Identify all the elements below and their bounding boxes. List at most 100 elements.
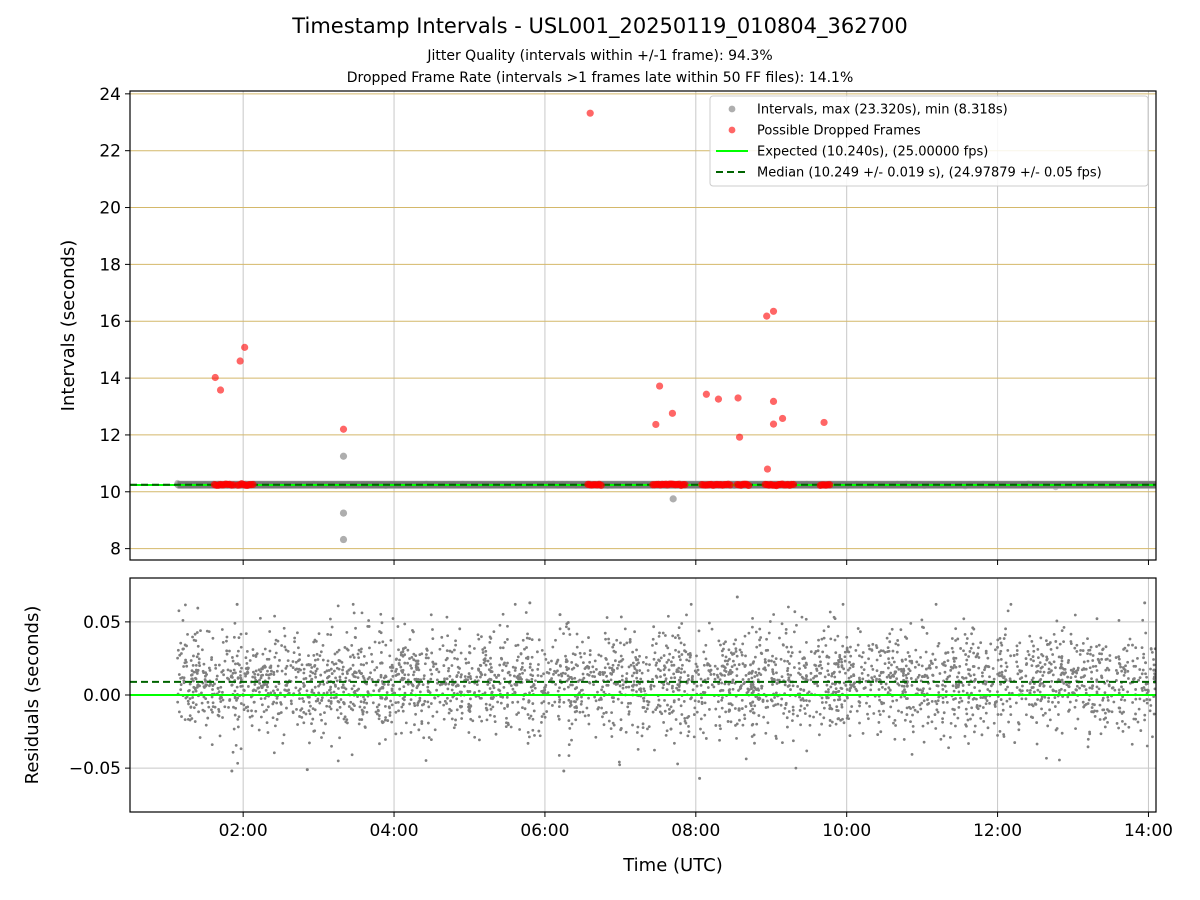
residual-point	[992, 677, 996, 681]
residual-point	[986, 726, 990, 730]
residual-point	[1093, 715, 1097, 718]
residual-point	[444, 682, 448, 686]
residual-point	[846, 696, 849, 700]
residual-point	[671, 656, 675, 659]
residual-point	[557, 673, 561, 677]
residual-point	[219, 700, 223, 703]
residual-point	[1122, 710, 1125, 714]
residual-point	[394, 710, 398, 714]
residual-point	[197, 657, 201, 661]
residual-point	[667, 682, 671, 686]
residual-point	[191, 663, 195, 667]
residual-point	[1108, 654, 1112, 657]
residual-point	[635, 683, 638, 687]
residual-point	[312, 654, 316, 657]
residual-point	[1141, 618, 1145, 622]
residual-point	[280, 644, 284, 647]
residual-point	[489, 666, 493, 669]
residual-point	[751, 711, 755, 715]
residual-point	[1126, 690, 1130, 694]
residual-point	[284, 648, 288, 652]
residual-point	[531, 717, 535, 721]
residual-point	[329, 696, 333, 700]
residual-point	[1073, 646, 1077, 650]
residual-outlier-point	[235, 602, 239, 606]
residual-point	[453, 656, 457, 660]
residual-point	[570, 677, 574, 681]
residual-point	[389, 699, 393, 703]
residual-point	[434, 662, 438, 666]
residual-point	[503, 707, 506, 710]
residual-point	[1103, 725, 1107, 729]
dropped-frame-point	[339, 425, 348, 433]
residual-point	[747, 631, 751, 635]
residual-point	[581, 710, 585, 714]
residual-point	[412, 670, 416, 674]
residual-point	[490, 690, 494, 694]
residual-point	[226, 668, 230, 672]
residual-point	[687, 715, 691, 718]
residual-point	[758, 643, 762, 647]
residual-point	[998, 636, 1002, 640]
residual-point	[683, 717, 687, 720]
residual-point	[196, 644, 200, 648]
residual-point	[956, 716, 960, 720]
residual-point	[995, 700, 998, 703]
residual-point	[944, 651, 948, 655]
residual-point	[1131, 659, 1135, 663]
residual-point	[688, 655, 692, 659]
residual-point	[276, 712, 280, 716]
residual-point	[370, 678, 374, 681]
residual-point	[575, 645, 579, 649]
residual-point	[895, 665, 899, 669]
residual-point	[477, 667, 480, 671]
residual-point	[662, 683, 666, 686]
residual-point	[630, 674, 634, 678]
residual-point	[651, 637, 655, 641]
residual-point	[380, 621, 384, 625]
residual-point	[580, 695, 583, 699]
residual-point	[703, 713, 707, 717]
residual-point	[265, 673, 268, 677]
residual-point	[754, 671, 758, 674]
residual-point	[822, 706, 826, 710]
residual-point	[1098, 718, 1102, 721]
residual-point	[336, 604, 340, 608]
residual-point	[514, 683, 518, 687]
residual-point	[1024, 697, 1028, 701]
residual-point	[328, 617, 332, 621]
residual-point	[1031, 676, 1035, 680]
residual-point	[963, 632, 967, 636]
residual-point	[401, 678, 405, 682]
residual-point	[616, 697, 620, 701]
residual-point	[999, 641, 1003, 645]
residual-point	[789, 654, 793, 658]
residual-point	[562, 700, 566, 704]
residual-point	[680, 713, 684, 716]
residual-point	[293, 640, 296, 644]
residual-point	[528, 735, 531, 739]
residual-point	[401, 702, 405, 706]
residual-point	[293, 636, 297, 640]
residual-point	[645, 699, 649, 703]
residual-point	[298, 658, 301, 662]
residual-point	[537, 638, 541, 642]
legend-entry-label: Possible Dropped Frames	[757, 124, 921, 139]
residual-point	[515, 659, 519, 662]
residual-point	[272, 751, 276, 755]
residual-point	[1101, 648, 1104, 652]
residual-point	[984, 702, 988, 706]
residual-point	[710, 683, 714, 687]
residual-point	[939, 737, 943, 741]
residual-point	[998, 652, 1002, 656]
residual-point	[716, 675, 720, 679]
residual-point	[276, 664, 280, 668]
residual-point	[223, 659, 227, 663]
residual-point	[953, 708, 956, 712]
residual-point	[187, 702, 190, 706]
residual-point	[596, 707, 600, 711]
residual-point	[294, 660, 298, 664]
residual-point	[413, 677, 417, 681]
residual-point	[362, 663, 366, 667]
residual-point	[545, 671, 549, 674]
